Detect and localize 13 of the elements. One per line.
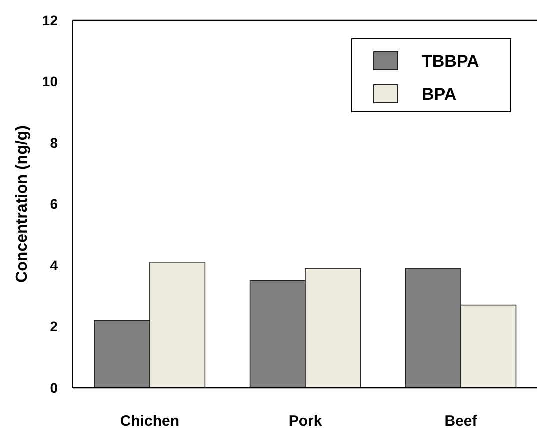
y-tick-label: 6 — [50, 196, 58, 212]
y-tick-label: 0 — [50, 380, 58, 396]
legend-label: TBBPA — [422, 52, 480, 71]
x-tick-label: Chichen — [120, 413, 180, 430]
y-tick-label: 4 — [50, 257, 58, 274]
y-tick-label: 10 — [42, 74, 58, 90]
y-tick-label: 8 — [50, 134, 58, 151]
y-tick-label: 12 — [42, 12, 58, 28]
y-axis-title: Concentration (ng/g) — [14, 126, 31, 283]
x-tick-label: Pork — [288, 413, 323, 430]
legend-label: BPA — [422, 84, 457, 104]
x-tick-label: Beef — [444, 413, 478, 430]
y-tick-label: 2 — [50, 318, 58, 335]
